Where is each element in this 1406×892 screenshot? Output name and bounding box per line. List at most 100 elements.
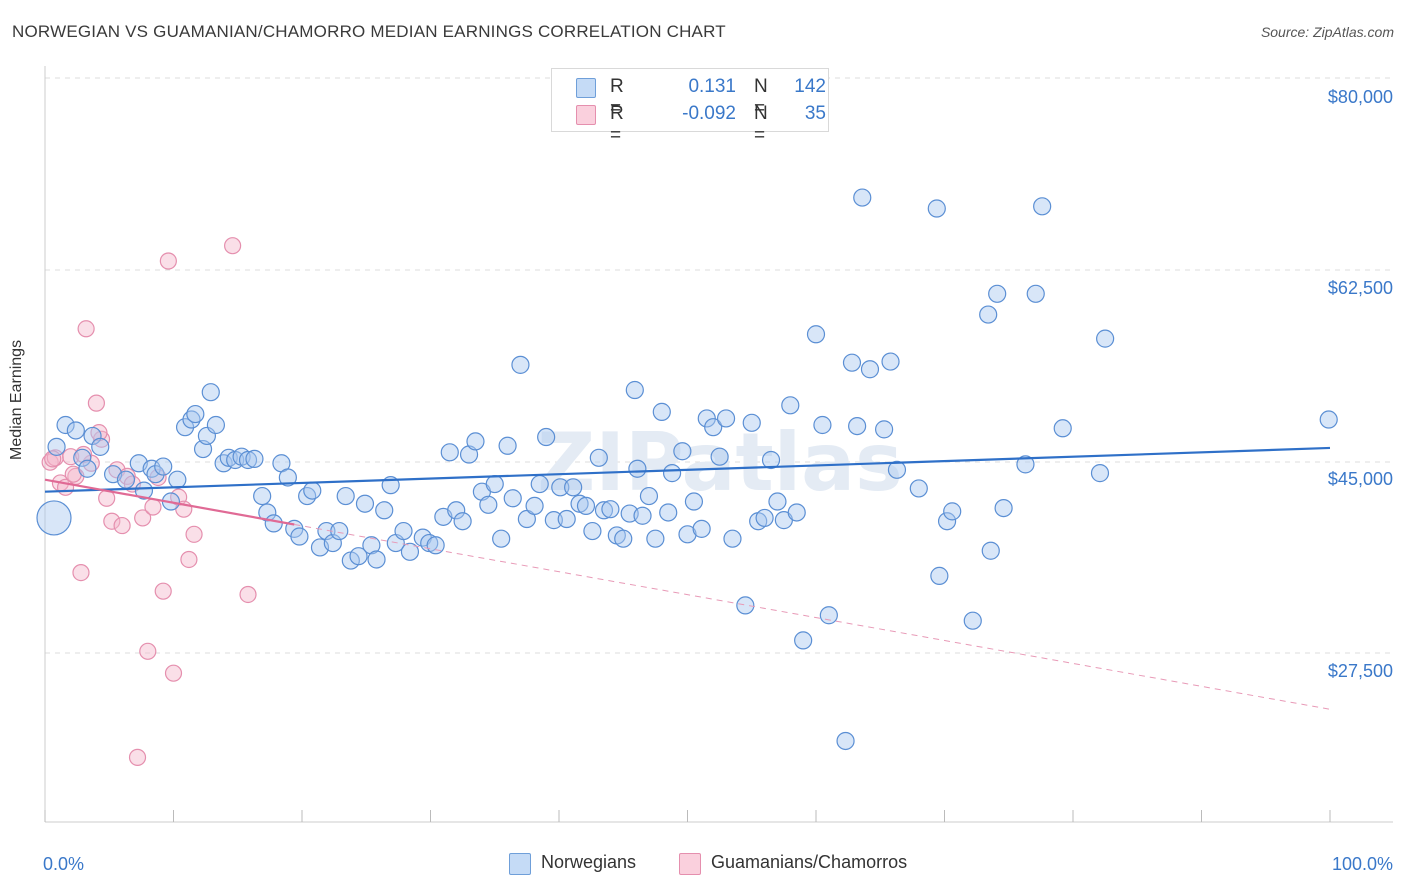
norwegians-point <box>1090 464 1110 483</box>
norwegians-point <box>330 521 349 541</box>
legend-r-value: -0.092 <box>682 103 736 124</box>
norwegians-point <box>625 380 644 400</box>
norwegians-point <box>564 478 583 497</box>
norwegians-point <box>551 478 570 497</box>
norwegians-point <box>400 542 420 561</box>
norwegians-point <box>146 465 165 484</box>
norwegians-point <box>530 474 549 494</box>
guamanians-point <box>77 320 95 338</box>
guamanians-point <box>154 582 172 600</box>
guamanians-point <box>224 237 242 255</box>
norwegians-point <box>440 443 459 462</box>
norwegians-point <box>710 447 729 466</box>
legend-swatch-guamanians <box>576 105 596 125</box>
guamanians-point <box>239 585 257 604</box>
guamanians-point <box>113 516 131 535</box>
norwegians-point <box>633 506 652 525</box>
norwegians-point <box>492 529 511 548</box>
norwegians-point <box>362 536 381 555</box>
norwegians-point <box>303 481 322 500</box>
norwegians-point <box>544 511 563 530</box>
norwegians-point <box>761 450 781 470</box>
norwegians-point <box>1096 329 1115 348</box>
norwegians-point <box>594 501 614 520</box>
bottom-legend-swatch-norwegians <box>509 853 531 875</box>
norwegians-point <box>73 448 92 467</box>
norwegians-point <box>589 448 608 467</box>
norwegians-trendline <box>44 446 1331 493</box>
norwegians-point <box>736 596 755 615</box>
norwegians-point <box>278 468 297 487</box>
norwegians-point <box>466 432 485 451</box>
norwegians-point <box>678 525 697 544</box>
y-tick-label: $45,000 <box>1328 469 1393 489</box>
norwegians-point <box>860 360 880 379</box>
chart-title: NORWEGIAN VS GUAMANIAN/CHAMORRO MEDIAN E… <box>12 22 726 41</box>
norwegians-point <box>639 486 659 506</box>
norwegians-point <box>646 529 665 548</box>
norwegians-point <box>498 436 517 455</box>
norwegians-point <box>214 454 233 473</box>
norwegians-point <box>943 502 962 521</box>
legend-n-label: N = <box>754 103 768 146</box>
guamanians-trendline <box>44 478 295 526</box>
norwegians-point <box>201 383 220 402</box>
norwegians-point <box>662 464 682 483</box>
norwegians-point <box>628 459 647 478</box>
norwegians-point <box>447 501 466 520</box>
norwegians-point <box>787 503 806 522</box>
norwegians-point <box>842 353 862 372</box>
legend-swatch-norwegians <box>576 78 596 98</box>
guamanians-point <box>139 642 157 660</box>
norwegians-point <box>937 512 957 531</box>
legend-n-value: 35 <box>804 103 826 124</box>
legend-n-label: N = <box>754 76 768 119</box>
norwegians-point <box>848 416 867 436</box>
legend-r-value: 0.131 <box>688 76 736 97</box>
norwegians-point <box>927 199 946 218</box>
norwegians-point <box>781 396 800 415</box>
norwegians-point <box>994 498 1013 518</box>
norwegians-point <box>813 415 832 435</box>
norwegians-point <box>66 421 85 440</box>
guamanians-point <box>144 498 162 516</box>
norwegians-point <box>91 437 110 456</box>
norwegians-point <box>336 486 355 506</box>
norwegians-point <box>988 284 1007 303</box>
norwegians-point <box>887 460 907 479</box>
norwegians-point <box>56 415 75 435</box>
norwegians-point <box>1319 410 1338 429</box>
norwegians-point <box>238 450 258 470</box>
norwegians-point <box>116 470 136 489</box>
guamanians-point <box>164 664 183 682</box>
y-tick-label: $80,000 <box>1328 87 1393 107</box>
norwegians-point <box>485 474 504 494</box>
guamanians-point <box>103 512 121 530</box>
y-tick-label: $27,500 <box>1328 661 1393 681</box>
norwegians-point <box>716 409 736 428</box>
norwegians-point <box>1053 419 1072 438</box>
norwegians-point <box>930 566 949 585</box>
bottom-legend-label-norwegians: Norwegians <box>541 852 637 872</box>
norwegians-point <box>1016 455 1035 474</box>
norwegians-point <box>426 536 445 555</box>
norwegians-point <box>47 437 66 456</box>
norwegians-point <box>503 489 522 508</box>
guamanians-point <box>185 525 203 543</box>
norwegians-point <box>264 514 283 533</box>
norwegians-point <box>601 500 620 519</box>
norwegians-point <box>355 494 375 513</box>
norwegians-point <box>134 481 154 500</box>
norwegians-point <box>1026 284 1045 303</box>
legend-n-value: 142 <box>794 76 826 97</box>
guamanians-point <box>128 748 147 766</box>
norwegians-point <box>875 420 894 439</box>
norwegians-point <box>36 500 72 536</box>
norwegians-point <box>290 527 309 546</box>
norwegians-point <box>453 512 472 531</box>
guamanians-point <box>72 563 90 582</box>
x-tick-label-left: 0.0% <box>43 854 84 874</box>
legend-r-label: R = <box>610 76 624 119</box>
norwegians-point <box>583 521 602 541</box>
norwegians-point <box>1033 197 1052 216</box>
